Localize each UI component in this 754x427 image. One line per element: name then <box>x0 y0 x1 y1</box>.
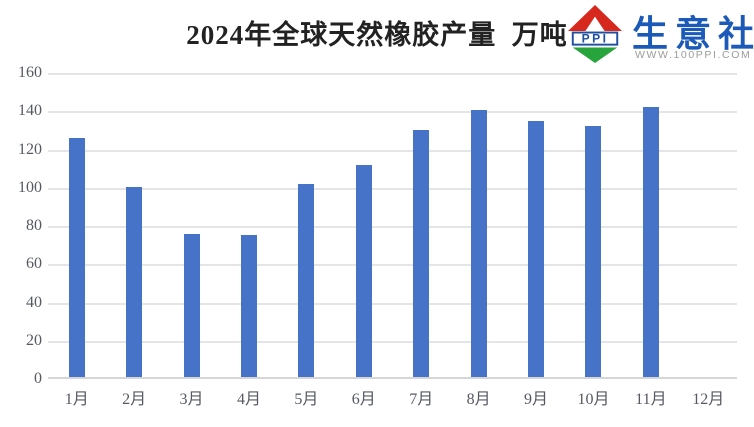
sunsirs-logo: PPI 生意社 WWW.100PPI.COM <box>566 3 754 65</box>
brand-website-url: WWW.100PPI.COM <box>635 49 752 61</box>
chart-title: 2024年全球天然橡胶产量 万吨 <box>186 20 568 50</box>
gridline-80 <box>48 226 737 228</box>
x-axis-label-7月: 7月 <box>409 391 434 408</box>
bar-3月 <box>183 233 200 377</box>
bar-7月 <box>413 130 430 377</box>
x-axis-label-5月: 5月 <box>294 391 319 408</box>
plot-area <box>48 73 737 379</box>
x-axis-label-1月: 1月 <box>64 391 89 408</box>
gridline-160 <box>48 73 737 75</box>
gridline-40 <box>48 302 737 305</box>
y-axis-label-120: 120 <box>18 140 42 158</box>
bar-9月 <box>528 120 545 377</box>
y-axis-label-100: 100 <box>18 178 42 196</box>
x-axis-label-2月: 2月 <box>122 391 147 408</box>
gridline-20 <box>48 340 737 343</box>
gridline-140 <box>48 111 737 114</box>
bar-5月 <box>298 183 315 377</box>
bar-8月 <box>470 110 487 377</box>
bar-6月 <box>355 164 372 377</box>
bar-4月 <box>240 234 257 377</box>
brand-name: 生意社 <box>632 13 754 54</box>
gridline-100 <box>48 187 737 190</box>
y-axis-label-40: 40 <box>26 293 42 311</box>
bar-2月 <box>126 186 143 377</box>
x-axis-label-11月: 11月 <box>635 391 667 408</box>
svg-text:PPI: PPI <box>582 32 609 46</box>
y-axis-label-20: 20 <box>26 331 42 349</box>
bar-11月 <box>642 107 659 377</box>
y-axis-label-140: 140 <box>18 102 42 120</box>
x-axis-label-4月: 4月 <box>236 391 261 408</box>
x-axis-label-8月: 8月 <box>466 391 491 408</box>
bar-10月 <box>585 125 602 377</box>
x-axis-label-10月: 10月 <box>577 391 610 408</box>
y-axis-label-80: 80 <box>26 217 42 234</box>
gridline-60 <box>48 264 737 267</box>
ppi-diamond-icon: PPI <box>566 5 624 63</box>
x-axis-label-6月: 6月 <box>351 391 376 408</box>
x-axis-label-12月: 12月 <box>692 391 725 408</box>
bar-1月 <box>68 137 85 377</box>
x-axis-label-9月: 9月 <box>524 391 549 408</box>
gridline-120 <box>48 149 737 152</box>
x-axis-label-3月: 3月 <box>179 391 204 408</box>
y-axis-label-0: 0 <box>34 370 42 387</box>
y-axis-label-160: 160 <box>18 64 42 81</box>
y-axis-label-60: 60 <box>26 255 42 273</box>
